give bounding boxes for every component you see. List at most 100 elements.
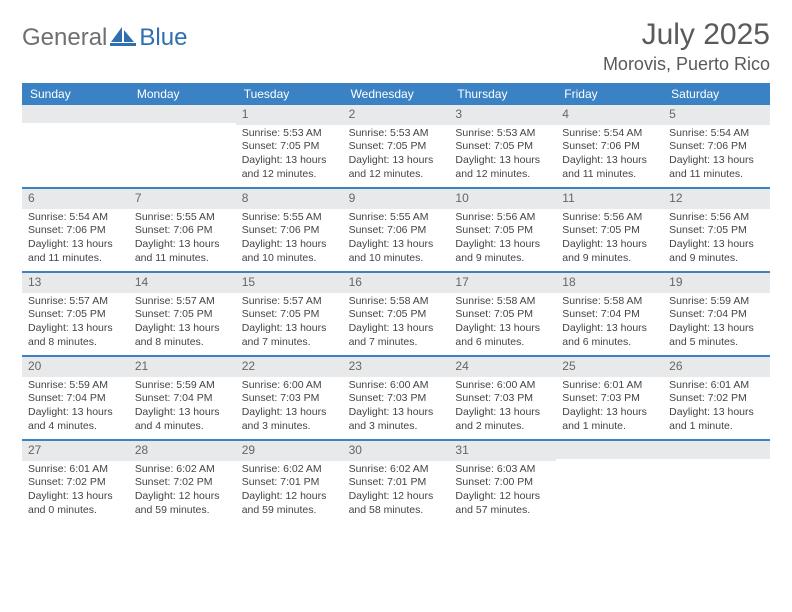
day-body: Sunrise: 5:55 AMSunset: 7:06 PMDaylight:… [236,209,343,270]
daylight-line: Daylight: 13 hours and 9 minutes. [562,238,657,265]
day-cell: 25Sunrise: 6:01 AMSunset: 7:03 PMDayligh… [556,357,663,439]
day-body: Sunrise: 6:01 AMSunset: 7:02 PMDaylight:… [22,461,129,522]
sunrise-line: Sunrise: 6:00 AM [242,379,337,393]
day-cell: 20 Sunrise: 5:59 AMSunset: 7:04 PMDayligh… [22,357,129,439]
sunset-line: Sunset: 7:03 PM [242,392,337,406]
day-body: Sunrise: 6:01 AMSunset: 7:02 PMDaylight:… [663,377,770,438]
day-body [22,123,129,183]
daylight-line: Daylight: 13 hours and 4 minutes. [28,406,123,433]
sunset-line: Sunset: 7:06 PM [28,224,123,238]
day-body: Sunrise: 5:56 AMSunset: 7:05 PMDaylight:… [663,209,770,270]
daylight-line: Daylight: 13 hours and 3 minutes. [349,406,444,433]
day-cell: 12Sunrise: 5:56 AMSunset: 7:05 PMDayligh… [663,189,770,271]
daylight-line: Daylight: 13 hours and 1 minute. [562,406,657,433]
day-number: 31 [449,441,556,461]
empty-cell [129,105,236,187]
day-body [556,459,663,519]
day-number: 30 [343,441,450,461]
sunrise-line: Sunrise: 6:03 AM [455,463,550,477]
dow-sunday: Sunday [22,83,129,105]
day-body: Sunrise: 5:56 AMSunset: 7:05 PMDaylight:… [449,209,556,270]
day-cell: 17Sunrise: 5:58 AMSunset: 7:05 PMDayligh… [449,273,556,355]
dow-thursday: Thursday [449,83,556,105]
daylight-line: Daylight: 13 hours and 11 minutes. [562,154,657,181]
calendar: Sunday Monday Tuesday Wednesday Thursday… [22,83,770,523]
header: General Blue July 2025 Morovis, Puerto R… [22,18,770,75]
day-number: 17 [449,273,556,293]
sunrise-line: Sunrise: 5:58 AM [455,295,550,309]
week-row: 6Sunrise: 5:54 AMSunset: 7:06 PMDaylight… [22,189,770,273]
sunset-line: Sunset: 7:05 PM [455,140,550,154]
sunset-line: Sunset: 7:05 PM [242,308,337,322]
day-body: Sunrise: 6:01 AMSunset: 7:03 PMDaylight:… [556,377,663,438]
day-cell: 5Sunrise: 5:54 AMSunset: 7:06 PMDaylight… [663,105,770,187]
daylight-line: Daylight: 12 hours and 59 minutes. [242,490,337,517]
day-body: Sunrise: 5:59 AMSunset: 7:04 PMDaylight:… [663,293,770,354]
logo-sail-icon [110,25,136,51]
day-body: Sunrise: 5:53 AMSunset: 7:05 PMDaylight:… [236,125,343,186]
logo-text-general: General [22,24,107,52]
daylight-line: Daylight: 13 hours and 11 minutes. [28,238,123,265]
day-cell: 21Sunrise: 5:59 AMSunset: 7:04 PMDayligh… [129,357,236,439]
day-cell: 19Sunrise: 5:59 AMSunset: 7:04 PMDayligh… [663,273,770,355]
sunset-line: Sunset: 7:04 PM [28,392,123,406]
sunrise-line: Sunrise: 5:58 AM [349,295,444,309]
sunrise-line: Sunrise: 5:57 AM [242,295,337,309]
day-body: Sunrise: 5:57 AMSunset: 7:05 PMDaylight:… [236,293,343,354]
sunrise-line: Sunrise: 5:59 AM [135,379,230,393]
sunrise-line: Sunrise: 5:59 AM [28,379,123,393]
day-cell: 22Sunrise: 6:00 AMSunset: 7:03 PMDayligh… [236,357,343,439]
day-body: Sunrise: 6:02 AMSunset: 7:01 PMDaylight:… [236,461,343,522]
sunrise-line: Sunrise: 5:57 AM [28,295,123,309]
daylight-line: Daylight: 13 hours and 7 minutes. [242,322,337,349]
week-row: 13Sunrise: 5:57 AMSunset: 7:05 PMDayligh… [22,273,770,357]
day-cell: 4Sunrise: 5:54 AMSunset: 7:06 PMDaylight… [556,105,663,187]
sunrise-line: Sunrise: 6:02 AM [349,463,444,477]
week-row: 27Sunrise: 6:01 AMSunset: 7:02 PMDayligh… [22,441,770,523]
weeks-container: 1Sunrise: 5:53 AMSunset: 7:05 PMDaylight… [22,105,770,523]
daylight-line: Daylight: 13 hours and 8 minutes. [28,322,123,349]
day-cell: 3Sunrise: 5:53 AMSunset: 7:05 PMDaylight… [449,105,556,187]
daylight-line: Daylight: 13 hours and 5 minutes. [669,322,764,349]
sunrise-line: Sunrise: 6:02 AM [135,463,230,477]
sunset-line: Sunset: 7:00 PM [455,476,550,490]
day-number: 16 [343,273,450,293]
day-body: Sunrise: 5:53 AMSunset: 7:05 PMDaylight:… [449,125,556,186]
day-number: 6 [22,189,129,209]
day-number: 27 [22,441,129,461]
sunset-line: Sunset: 7:06 PM [242,224,337,238]
day-cell: 28Sunrise: 6:02 AMSunset: 7:02 PMDayligh… [129,441,236,523]
day-cell: 9Sunrise: 5:55 AMSunset: 7:06 PMDaylight… [343,189,450,271]
sunset-line: Sunset: 7:04 PM [669,308,764,322]
sunset-line: Sunset: 7:04 PM [135,392,230,406]
daylight-line: Daylight: 13 hours and 11 minutes. [135,238,230,265]
day-number: 22 [236,357,343,377]
day-cell: 18Sunrise: 5:58 AMSunset: 7:04 PMDayligh… [556,273,663,355]
day-number: 8 [236,189,343,209]
day-number: 20 [22,357,129,377]
daylight-line: Daylight: 13 hours and 11 minutes. [669,154,764,181]
sunset-line: Sunset: 7:02 PM [28,476,123,490]
day-number: 11 [556,189,663,209]
week-row: 20Sunrise: 5:59 AMSunset: 7:04 PMDayligh… [22,357,770,441]
sunset-line: Sunset: 7:06 PM [135,224,230,238]
logo-text-blue: Blue [139,24,187,52]
sunset-line: Sunset: 7:05 PM [349,140,444,154]
sunset-line: Sunset: 7:05 PM [242,140,337,154]
day-number: 21 [129,357,236,377]
day-cell: 14Sunrise: 5:57 AMSunset: 7:05 PMDayligh… [129,273,236,355]
day-number: 7 [129,189,236,209]
day-body [663,459,770,519]
daylight-line: Daylight: 13 hours and 8 minutes. [135,322,230,349]
sunset-line: Sunset: 7:05 PM [455,308,550,322]
sunset-line: Sunset: 7:02 PM [669,392,764,406]
day-number: 28 [129,441,236,461]
day-number: 29 [236,441,343,461]
day-number: 9 [343,189,450,209]
sunrise-line: Sunrise: 6:00 AM [455,379,550,393]
day-body: Sunrise: 6:02 AMSunset: 7:02 PMDaylight:… [129,461,236,522]
day-body: Sunrise: 5:54 AMSunset: 7:06 PMDaylight:… [22,209,129,270]
day-body: Sunrise: 5:58 AMSunset: 7:04 PMDaylight:… [556,293,663,354]
daylight-line: Daylight: 12 hours and 58 minutes. [349,490,444,517]
sunrise-line: Sunrise: 5:55 AM [135,211,230,225]
